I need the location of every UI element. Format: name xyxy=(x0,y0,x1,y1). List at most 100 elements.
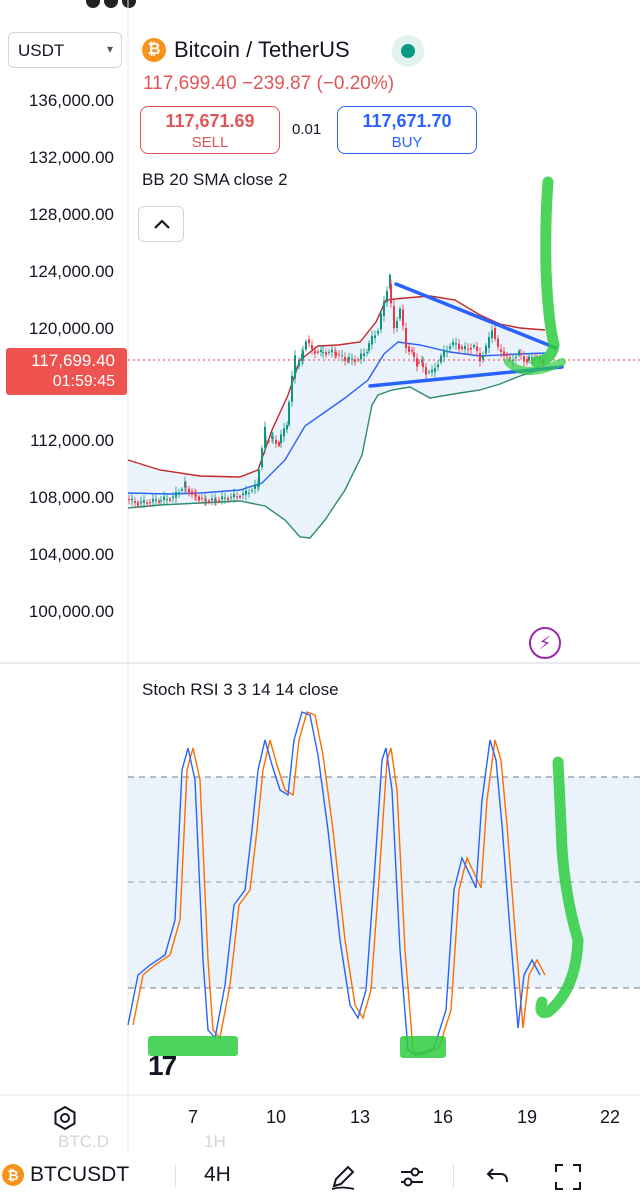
candle-up xyxy=(452,341,454,346)
candle-up xyxy=(143,500,145,503)
chevron-down-icon: ▾ xyxy=(106,42,113,56)
candle-up xyxy=(443,350,445,358)
candle-down xyxy=(134,501,136,503)
candle-up xyxy=(380,313,382,330)
annotation-arrow xyxy=(535,756,584,1018)
candle-up xyxy=(464,346,466,350)
candle-up xyxy=(428,371,430,373)
candle-up xyxy=(485,345,487,354)
buy-button[interactable]: 117,671.70 BUY xyxy=(337,106,477,154)
candle-down xyxy=(390,283,392,304)
candle-up xyxy=(488,337,490,348)
flash-icon[interactable]: ⚡ xyxy=(529,627,561,659)
candle-up xyxy=(298,360,300,366)
y-axis-label: 136,000.00 xyxy=(28,91,114,110)
bollinger-legend[interactable]: BB 20 SMA close 2 xyxy=(142,170,288,189)
stoch-rsi-legend[interactable]: Stoch RSI 3 3 14 14 close xyxy=(142,680,339,699)
candle-down xyxy=(201,498,203,500)
symbol-button[interactable]: BTCUSDT xyxy=(30,1163,130,1186)
bar-countdown: 01:59:45 xyxy=(52,373,115,390)
bollinger-band-fill xyxy=(128,296,550,538)
candle-down xyxy=(416,358,418,367)
candle-down xyxy=(413,352,415,357)
candle-down xyxy=(215,500,217,503)
candle-down xyxy=(208,500,210,503)
interval-button[interactable]: 4H xyxy=(204,1163,231,1186)
candle-down xyxy=(311,345,313,350)
status-dot xyxy=(86,0,100,8)
status-dot xyxy=(122,0,136,8)
candle-up xyxy=(302,350,304,360)
candle-down xyxy=(497,338,499,347)
candle-down xyxy=(402,309,404,326)
candle-up xyxy=(295,368,297,371)
candle-down xyxy=(461,346,463,350)
candle-down xyxy=(503,351,505,357)
sliders-icon[interactable] xyxy=(397,1162,427,1192)
candle-up xyxy=(518,350,520,356)
candle-up xyxy=(515,357,517,359)
title-text: Bitcoin / TetherUS xyxy=(174,37,350,62)
y-axis-label: 132,000.00 xyxy=(28,148,114,167)
bitcoin-icon: ₿ xyxy=(142,38,166,62)
sell-price: 117,671.69 xyxy=(165,111,255,131)
candle-down xyxy=(418,362,420,364)
candle-down xyxy=(506,353,508,357)
ghost-label: 1H xyxy=(204,1132,226,1151)
candle-up xyxy=(294,355,296,379)
resistance-trendline xyxy=(394,282,558,350)
candle-down xyxy=(149,501,151,504)
buy-price: 117,671.70 xyxy=(362,111,452,131)
buy-label: BUY xyxy=(391,134,423,151)
candle-down xyxy=(344,357,346,361)
symbol-title[interactable]: ₿ Bitcoin / TetherUS xyxy=(142,36,350,64)
candle-down xyxy=(338,353,340,355)
stoch-k-line xyxy=(127,711,541,1056)
pen-icon[interactable] xyxy=(328,1162,358,1192)
sell-button[interactable]: 117,671.69 SELL xyxy=(140,106,280,154)
candle-up xyxy=(331,349,333,353)
candle-down xyxy=(520,353,522,356)
candle-down xyxy=(137,502,139,506)
candle-up xyxy=(271,435,273,439)
candle-up xyxy=(272,437,274,439)
current-price-tag: 117,699.40 01:59:45 xyxy=(6,348,127,395)
y-axis-label: 124,000.00 xyxy=(28,262,114,281)
undo-icon[interactable] xyxy=(481,1162,511,1192)
candle-up xyxy=(251,490,253,492)
bitcoin-icon: ₿ xyxy=(2,1164,24,1186)
candle-up xyxy=(351,358,353,360)
gear-icon[interactable] xyxy=(52,1105,78,1131)
candle-up xyxy=(248,492,250,494)
candle-up xyxy=(233,493,235,498)
x-axis-label: 7 xyxy=(187,1107,198,1127)
market-status-indicator[interactable] xyxy=(392,35,424,67)
collapse-legend-button[interactable] xyxy=(138,206,184,242)
candle-down xyxy=(467,348,469,350)
candle-up xyxy=(348,356,350,360)
candle-down xyxy=(195,494,197,497)
candle-up xyxy=(175,491,177,498)
candle-up xyxy=(377,331,379,334)
candle-up xyxy=(283,428,285,437)
current-price: 117,699.40 xyxy=(31,351,115,370)
symbol-select[interactable]: USDT ▾ xyxy=(8,32,122,68)
candle-down xyxy=(354,359,356,362)
candle-up xyxy=(421,359,423,363)
candle-down xyxy=(458,343,460,350)
candle-up xyxy=(374,335,376,338)
status-bar xyxy=(0,0,640,14)
candle-up xyxy=(155,499,157,502)
candle-up xyxy=(440,355,442,363)
annotation-highlight xyxy=(400,1036,446,1058)
candle-up xyxy=(160,500,162,502)
candle-down xyxy=(405,328,407,348)
ghost-label: BTC.D xyxy=(58,1132,109,1151)
candle-up xyxy=(230,496,232,498)
candle-up xyxy=(221,496,223,500)
candle-down xyxy=(314,350,316,354)
fullscreen-icon[interactable] xyxy=(553,1162,583,1192)
y-axis-label: 108,000.00 xyxy=(28,488,114,507)
candle-down xyxy=(191,491,193,495)
